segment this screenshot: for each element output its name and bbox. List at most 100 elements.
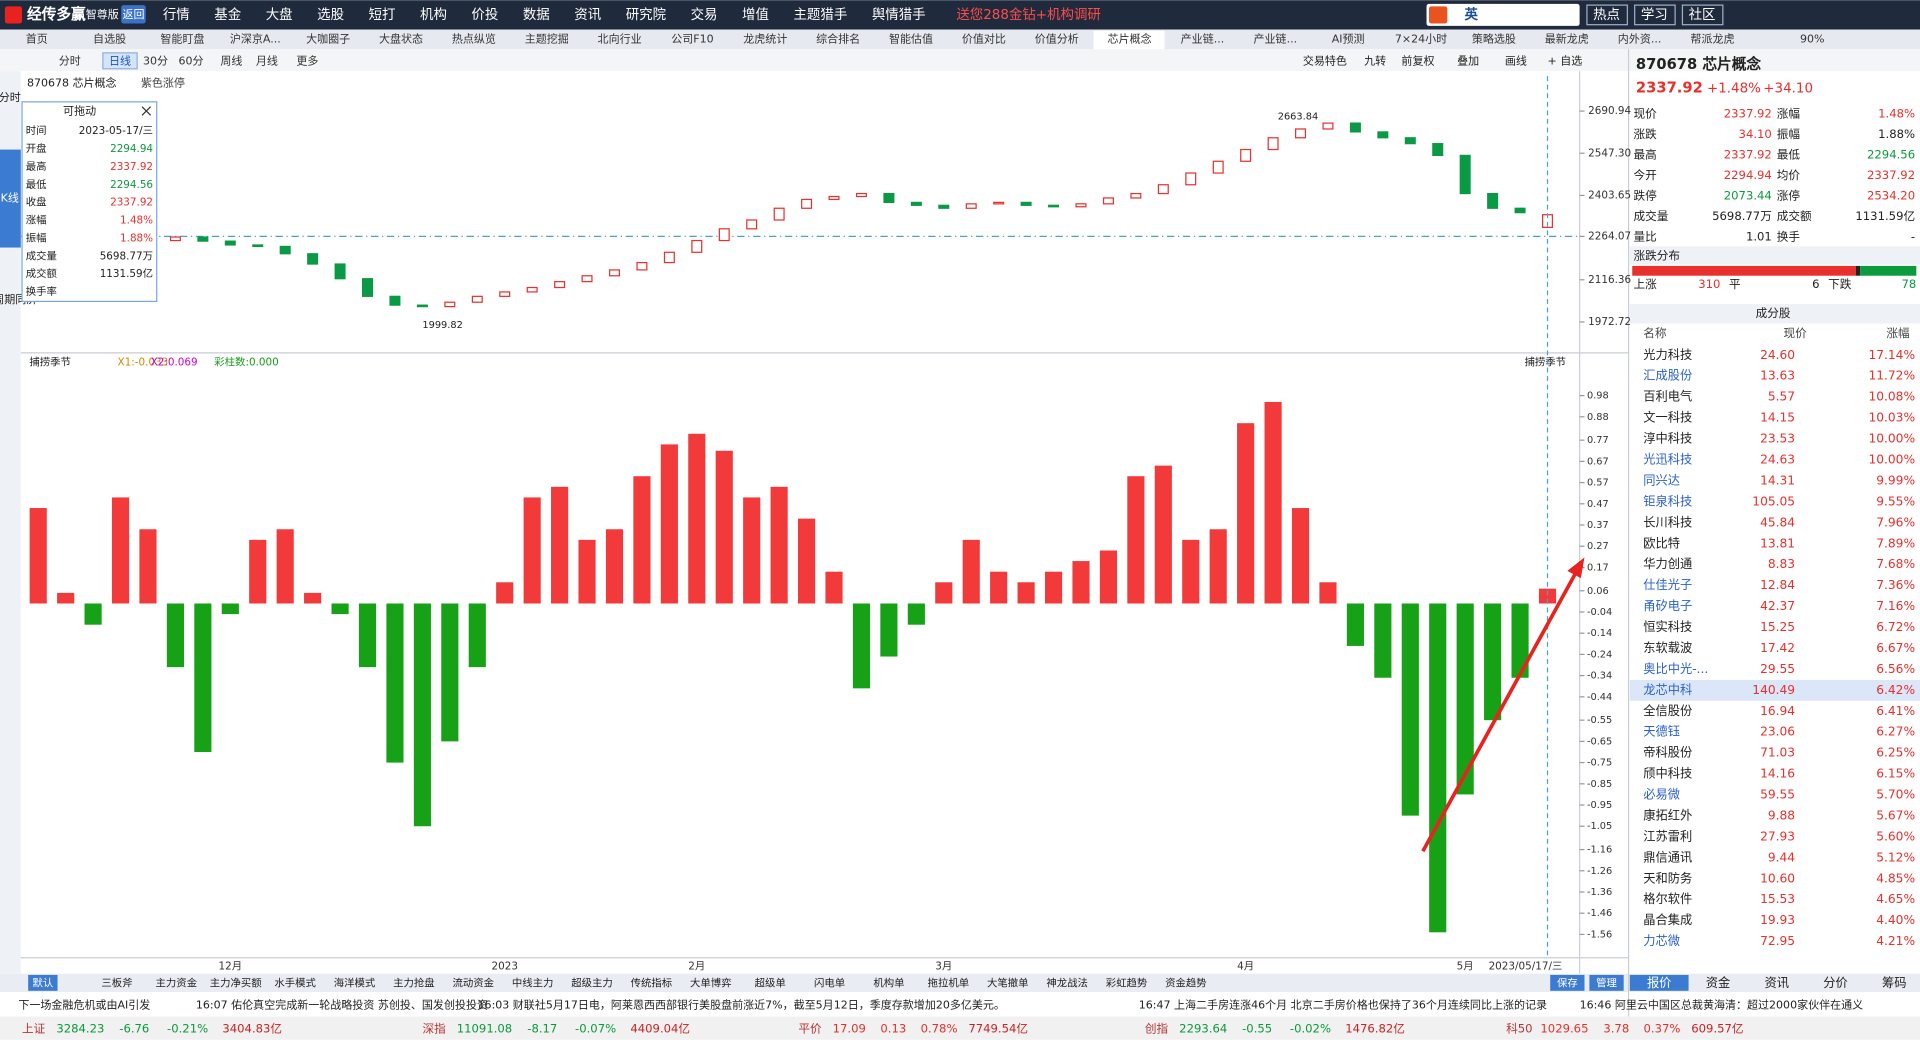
- indicator-action[interactable]: 管理: [1596, 976, 1617, 989]
- stock-name[interactable]: 华力创通: [1643, 556, 1692, 571]
- lang-toggle[interactable]: 英: [1463, 6, 1478, 23]
- tab[interactable]: 首页: [26, 31, 48, 45]
- stock-name[interactable]: 颀中科技: [1643, 766, 1692, 781]
- panel-tab[interactable]: 资金: [1706, 975, 1730, 990]
- stock-name[interactable]: 天和防务: [1643, 870, 1692, 885]
- stock-name[interactable]: 东软载波: [1643, 641, 1692, 655]
- index-name[interactable]: 上证: [22, 1021, 46, 1035]
- news-item[interactable]: 16:07 佑伦真空完成新一轮战略投资 苏创投、国发创投投资: [196, 998, 488, 1012]
- stock-name[interactable]: 钜泉科技: [1643, 493, 1692, 508]
- stock-name[interactable]: 同兴达: [1643, 473, 1680, 487]
- index-name[interactable]: 创指: [1145, 1021, 1169, 1035]
- column-header[interactable]: 涨幅: [1886, 326, 1910, 340]
- stock-name[interactable]: 力芯微: [1643, 934, 1680, 948]
- news-item[interactable]: 16:46 阿里云中国区总裁黄海清：超过2000家伙伴在通义: [1580, 998, 1864, 1012]
- indicator-tab[interactable]: 主力净买额: [210, 976, 263, 989]
- tool-button[interactable]: 画线: [1505, 53, 1527, 67]
- stock-name[interactable]: 晶合集成: [1643, 912, 1692, 927]
- tab[interactable]: 价值对比: [962, 31, 1006, 45]
- tab[interactable]: 大盘状态: [379, 31, 423, 45]
- column-header[interactable]: 现价: [1783, 326, 1807, 340]
- stock-name[interactable]: 光迅科技: [1643, 453, 1692, 467]
- tab[interactable]: 内外资...: [1618, 31, 1662, 45]
- column-header[interactable]: 名称: [1643, 326, 1667, 340]
- top-link[interactable]: 学习: [1641, 7, 1668, 23]
- tab[interactable]: 公司F10: [671, 32, 713, 45]
- tab[interactable]: 7×24小时: [1395, 32, 1447, 45]
- menu-item[interactable]: 价投: [471, 7, 498, 23]
- stock-name[interactable]: 龙芯中科: [1643, 682, 1692, 697]
- index-name[interactable]: 深指: [422, 1021, 446, 1035]
- indicator-tab[interactable]: 主力资金: [156, 976, 198, 989]
- indicator-tab[interactable]: 神龙战法: [1046, 976, 1088, 989]
- menu-item[interactable]: 基金: [214, 6, 241, 23]
- tab[interactable]: 芯片概念: [1108, 31, 1152, 45]
- indicator-tab[interactable]: 水手模式: [274, 976, 316, 989]
- tool-button[interactable]: 九转: [1364, 53, 1386, 67]
- stock-name[interactable]: 长川科技: [1643, 515, 1692, 529]
- tab[interactable]: 帮派龙虎: [1690, 32, 1734, 45]
- period-button[interactable]: 分时: [59, 54, 81, 67]
- stock-name[interactable]: 鼎信通讯: [1643, 850, 1692, 864]
- menu-item[interactable]: 交易: [691, 6, 718, 23]
- menu-item[interactable]: 资讯: [574, 7, 601, 23]
- indicator-tab[interactable]: 超级单: [755, 976, 786, 989]
- tab[interactable]: 综合排名: [816, 31, 860, 45]
- promo-link[interactable]: 送您288金钻+机构调研: [956, 6, 1101, 23]
- close-icon[interactable]: [141, 106, 152, 116]
- index-name[interactable]: 科50: [1506, 1021, 1532, 1035]
- stock-name[interactable]: 江苏雷利: [1643, 828, 1692, 843]
- panel-tab[interactable]: 报价: [1647, 975, 1671, 990]
- stock-name[interactable]: 恒实科技: [1643, 619, 1692, 634]
- panel-tab[interactable]: 筹码: [1882, 976, 1906, 990]
- tab[interactable]: 价值分析: [1035, 31, 1079, 45]
- panel-tab[interactable]: 分价: [1823, 976, 1847, 990]
- tab[interactable]: 热点纵览: [452, 31, 496, 45]
- menu-item[interactable]: 研究院: [626, 7, 666, 23]
- top-link[interactable]: 热点: [1593, 7, 1620, 23]
- stock-name[interactable]: 淳中科技: [1643, 431, 1692, 446]
- stock-name[interactable]: 仕佳光子: [1643, 578, 1692, 592]
- indicator-tab[interactable]: 三板斧: [101, 976, 133, 989]
- stock-name[interactable]: 文一科技: [1643, 410, 1692, 425]
- menu-item[interactable]: 主题猎手: [793, 7, 847, 23]
- stock-name[interactable]: 帝科股份: [1643, 745, 1692, 760]
- period-button[interactable]: 周线: [220, 53, 242, 67]
- period-button[interactable]: 月线: [256, 53, 278, 67]
- index-name[interactable]: 平价: [798, 1021, 822, 1035]
- stock-name[interactable]: 甬矽电子: [1643, 598, 1692, 613]
- menu-item[interactable]: 数据: [523, 7, 550, 23]
- indicator-tab[interactable]: 大笔撤单: [987, 976, 1029, 989]
- tab[interactable]: 沪深京A...: [230, 31, 281, 45]
- indicator-tab[interactable]: 中线主力: [512, 976, 554, 989]
- side-tab[interactable]: K线: [1, 191, 19, 205]
- period-button[interactable]: 30分: [143, 54, 168, 67]
- stock-name[interactable]: 全信股份: [1643, 703, 1692, 718]
- side-tab[interactable]: 分时: [0, 91, 21, 104]
- top-link[interactable]: 社区: [1689, 7, 1716, 23]
- stock-name[interactable]: 格尔软件: [1643, 891, 1692, 906]
- stock-name[interactable]: 必易微: [1643, 788, 1680, 802]
- period-button[interactable]: 60分: [178, 54, 203, 67]
- tool-button[interactable]: + 自选: [1548, 54, 1583, 67]
- indicator-tab[interactable]: 机构单: [873, 976, 904, 989]
- indicator-tab[interactable]: 流动资金: [452, 976, 494, 989]
- stock-name[interactable]: 光力科技: [1643, 348, 1692, 362]
- indicator-tab[interactable]: 超级主力: [571, 976, 613, 989]
- tab[interactable]: 策略选股: [1472, 31, 1516, 45]
- menu-item[interactable]: 机构: [420, 7, 447, 23]
- tab[interactable]: 智能估值: [889, 31, 933, 45]
- indicator-tab[interactable]: 默认: [32, 976, 53, 989]
- tool-button[interactable]: 叠加: [1457, 54, 1479, 67]
- tool-button[interactable]: 交易特色: [1303, 53, 1347, 67]
- indicator-tab[interactable]: 大单博弈: [690, 976, 732, 989]
- tab[interactable]: 产业链...: [1254, 31, 1298, 45]
- indicator-action[interactable]: 保存: [1557, 976, 1578, 989]
- tab[interactable]: 北向行业: [598, 31, 642, 45]
- menu-item[interactable]: 增值: [742, 7, 769, 23]
- tab[interactable]: AI预测: [1332, 32, 1365, 45]
- tab[interactable]: 产业链...: [1181, 31, 1225, 45]
- indicator-tab[interactable]: 传统指标: [631, 976, 673, 989]
- menu-item[interactable]: 大盘: [266, 6, 293, 23]
- indicator-tab[interactable]: 海洋模式: [334, 976, 376, 989]
